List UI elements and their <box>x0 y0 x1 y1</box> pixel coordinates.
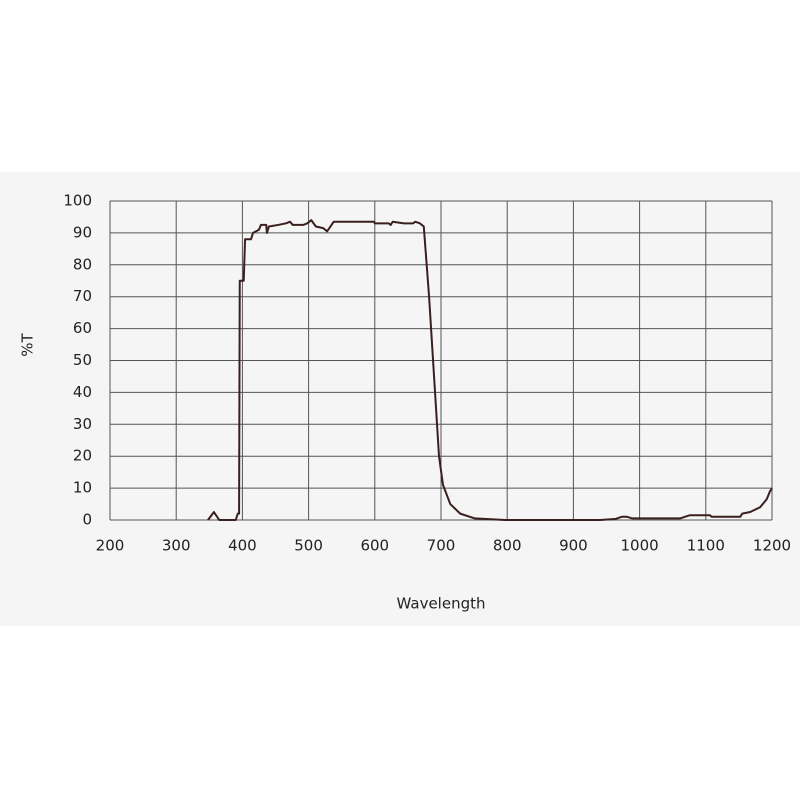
x-tick-label: 900 <box>559 537 588 555</box>
y-tick-label: 90 <box>73 223 92 241</box>
y-axis-label: %T <box>19 332 37 356</box>
x-tick-label: 800 <box>493 537 522 555</box>
y-tick-label: 20 <box>73 447 92 465</box>
x-tick-label: 700 <box>427 537 456 555</box>
y-tick-label: 50 <box>73 351 92 369</box>
chart-background <box>0 172 800 626</box>
x-tick-label: 500 <box>294 537 323 555</box>
data-line <box>207 219 773 521</box>
y-tick-label: 30 <box>73 415 92 433</box>
x-tick-label: 300 <box>162 537 191 555</box>
x-tick-label: 1000 <box>621 537 659 555</box>
x-tick-label: 1200 <box>753 537 791 555</box>
x-tick-label: 400 <box>228 537 257 555</box>
y-tick-label: 70 <box>73 287 92 305</box>
y-tick-label: 80 <box>73 255 92 273</box>
y-tick-label: 100 <box>63 192 92 210</box>
x-axis-label: Wavelength <box>397 595 486 613</box>
y-tick-label: 60 <box>73 319 92 337</box>
x-tick-label: 200 <box>96 537 125 555</box>
y-tick-label: 10 <box>73 479 92 497</box>
x-tick-label: 1100 <box>687 537 725 555</box>
y-tick-label: 40 <box>73 383 92 401</box>
y-tick-label: 0 <box>82 511 92 529</box>
x-tick-label: 600 <box>360 537 389 555</box>
